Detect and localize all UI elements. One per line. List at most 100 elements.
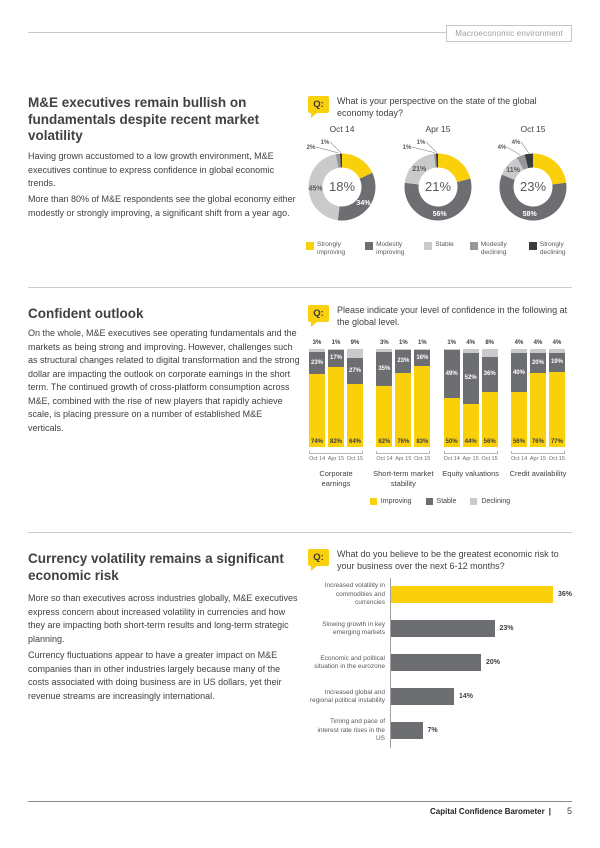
period-label: Apr 15 <box>395 456 412 462</box>
footer-rule <box>28 801 572 802</box>
section-1-title: M&E executives remain bullish on fundame… <box>28 95 260 144</box>
donut-segment <box>404 178 472 221</box>
period-label-row: Oct 14 Apr 15 Oct 15 <box>309 456 363 462</box>
declining-value: 3% <box>312 340 322 346</box>
stacked-bar: 49% 50% <box>443 349 460 447</box>
risk-bar <box>391 586 553 603</box>
segment-stable: 49% <box>443 349 460 398</box>
header-rule <box>28 32 447 33</box>
label-leader-line <box>425 141 438 153</box>
donut-legend: Strongly improving Modestly improving Stab… <box>306 241 572 258</box>
section-2-title: Confident outlook <box>28 306 144 321</box>
donut-segment <box>435 153 438 168</box>
segment-stable: 36% <box>481 356 498 393</box>
period-label: Oct 15 <box>548 456 565 462</box>
segment-declining <box>328 349 344 350</box>
question-2-text: Please indicate your level of confidence… <box>337 305 568 328</box>
period-label: Oct 15 <box>481 456 498 462</box>
label-leader-line <box>411 146 435 153</box>
period-label-row: Oct 14 Apr 15 Oct 15 <box>444 456 498 462</box>
improving-value: 64% <box>348 438 361 445</box>
stable-value: 16% <box>416 354 429 361</box>
declining-value: 1% <box>417 340 427 346</box>
segment-stable: 23% <box>309 351 325 375</box>
donut-segment <box>337 172 376 221</box>
segment-declining <box>510 349 527 353</box>
improving-value: 82% <box>329 438 342 445</box>
stacked-bar-chart: 3% 1% 9% 23% 74% 17% 82% 27% 64% Oct 14 Apr 15 Oct … <box>309 340 566 489</box>
bar-zone: 23% <box>390 612 572 646</box>
stable-value: 40% <box>512 369 525 376</box>
risk-bar-row: Increased global and regional political … <box>308 680 572 714</box>
period-label: Oct 14 <box>376 456 393 462</box>
section-3-title: Currency volatility remains a significan… <box>28 551 284 583</box>
bar-zone: 14% <box>390 680 572 714</box>
period-label: Apr 15 <box>462 456 479 462</box>
donut-center-value: 23% <box>520 179 546 194</box>
stable-value: 36% <box>483 371 496 378</box>
bar-zone: 20% <box>390 646 572 680</box>
horizontal-bar-chart: Increased volatility in commodities and … <box>308 578 572 748</box>
period-label: Oct 14 <box>510 456 528 462</box>
footer: Capital Confidence Barometer | 5 <box>430 806 572 816</box>
stacked-bar: 23% 76% <box>395 349 412 447</box>
stable-value: 52% <box>464 375 477 382</box>
donut-segment <box>339 153 342 168</box>
donut-segment <box>499 174 567 221</box>
section-2-paragraph: On the whole, M&E executives see operati… <box>28 328 300 433</box>
segment-stable: 16% <box>414 349 431 366</box>
segment-improving: 50% <box>443 397 460 447</box>
risk-value: 23% <box>499 625 514 632</box>
period-label-row: Oct 14 Apr 15 Oct 15 <box>376 456 430 462</box>
legend-item: Improving <box>369 497 412 506</box>
risk-bar <box>391 620 495 637</box>
risk-bar <box>391 654 481 671</box>
footer-separator: | <box>548 807 551 816</box>
declining-value: 4% <box>514 340 524 346</box>
question-3-text: What do you believe to be the greatest e… <box>337 549 559 572</box>
bar-group: 3% 1% 9% 23% 74% 17% 82% 27% 64% Oct 14 Apr 15 Oct … <box>309 340 363 489</box>
stable-value: 23% <box>397 358 410 365</box>
legend-label: Improving <box>380 498 412 505</box>
segment-improving: 83% <box>414 365 431 447</box>
bar-row: 49% 50% 52% 44% 36% 56% <box>443 349 498 447</box>
stacked-bar: 23% 74% <box>309 349 325 447</box>
risk-value: 14% <box>459 693 474 700</box>
bar-row: 35% 62% 23% 76% 16% 83% <box>376 349 431 447</box>
donut-block: Apr 15 56% 21% 1% 1% 21% <box>390 124 486 238</box>
risk-bar-row: Economic and political situation in the … <box>308 646 572 680</box>
declining-value: 9% <box>350 340 360 346</box>
label-leader-line <box>520 141 529 153</box>
legend-item: Stable <box>425 497 456 506</box>
period-label: Apr 15 <box>529 456 547 462</box>
period-label: Oct 15 <box>414 456 431 462</box>
declining-value: 8% <box>485 340 494 346</box>
donut-chart: 58% 11% 4% 4% 23% <box>498 140 567 221</box>
question-1-text: What is your perspective on the state of… <box>337 96 537 119</box>
donut-segment <box>524 153 533 169</box>
stacked-bar: 52% 44% <box>462 349 479 447</box>
legend-label: Declining <box>481 498 511 505</box>
declining-value: 3% <box>379 340 389 346</box>
segment-declining <box>309 349 325 352</box>
donut-segment-value: 58% <box>523 211 538 218</box>
legend-label: Strongly improving <box>317 241 346 257</box>
segment-improving: 44% <box>462 403 479 447</box>
donut-segment <box>533 153 567 185</box>
axis-bracket <box>443 451 498 454</box>
section-divider <box>28 287 572 288</box>
axis-bracket <box>510 451 565 454</box>
stable-value: 35% <box>378 366 391 373</box>
declining-value: 1% <box>331 340 341 346</box>
declining-value-row: 3% 1% 9% <box>309 340 363 349</box>
declining-value: 1% <box>398 340 408 346</box>
period-label-row: Oct 14 Apr 15 Oct 15 <box>511 456 565 462</box>
legend-swatch <box>424 242 433 250</box>
declining-value: 1% <box>447 340 456 346</box>
segment-stable: 20% <box>529 352 546 373</box>
section-1-paragraph: Having grown accustomed to a low growth … <box>28 151 275 188</box>
legend-swatch <box>528 242 537 250</box>
donut-segment <box>308 154 340 221</box>
risk-bar-row: Slowing growth in key emerging markets 23… <box>308 612 572 646</box>
section-divider <box>28 532 572 533</box>
